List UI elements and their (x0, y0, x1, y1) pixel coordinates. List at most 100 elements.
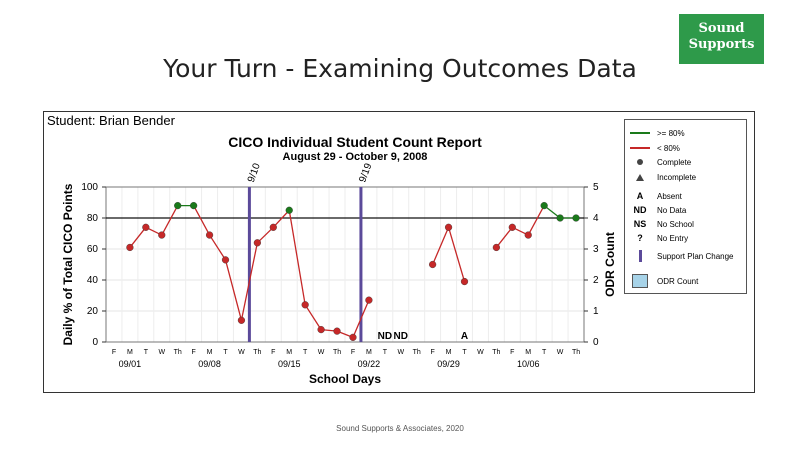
x-tick-day-label: W (477, 349, 484, 356)
data-point (126, 243, 134, 252)
data-point (540, 202, 548, 210)
circle-icon (629, 159, 651, 165)
data-point (492, 243, 500, 252)
legend: >= 80% < 80% Complete Incomplete A Absent ND No… (624, 119, 747, 294)
data-point (349, 333, 357, 341)
series-line-segment (432, 227, 450, 265)
x-tick-day-label: T (144, 349, 149, 356)
series-line-segment (495, 226, 513, 248)
legend-item: NS No School (629, 218, 694, 230)
data-point (429, 260, 437, 269)
legend-label: Incomplete (657, 172, 697, 182)
footer-credit: Sound Supports & Associates, 2020 (336, 424, 464, 433)
legend-label: No Data (657, 205, 687, 215)
plan-change-label: 9/10 (246, 162, 263, 184)
x-tick-date-label: 09/22 (358, 359, 381, 369)
x-tick-day-label: M (366, 349, 372, 356)
x-tick-day-label: T (542, 349, 547, 356)
odr-box-icon (629, 274, 651, 288)
x-tick-day-label: F (430, 349, 434, 356)
y-tick-label: 40 (87, 275, 99, 286)
legend-item: Support Plan Change (629, 250, 734, 262)
x-tick-day-label: F (191, 349, 195, 356)
day-status-annotation: ND (394, 331, 408, 342)
data-point (460, 277, 469, 286)
x-tick-date-label: 09/15 (278, 359, 301, 369)
data-point (174, 202, 182, 210)
data-point (253, 239, 261, 247)
legend-label: ODR Count (657, 276, 699, 286)
x-axis-title: School Days (309, 372, 381, 386)
y2-tick-label: 1 (593, 306, 599, 317)
x-tick-day-label: T (303, 349, 308, 356)
slide-title: Your Turn - Examining Outcomes Data (163, 54, 637, 83)
series-line-segment (240, 242, 259, 321)
legend-item: >= 80% (629, 127, 685, 139)
x-tick-day-label: Th (413, 349, 421, 356)
series-line-segment (272, 209, 290, 228)
x-tick-day-label: T (462, 349, 467, 356)
x-tick-day-label: W (557, 349, 564, 356)
y2-tick-label: 4 (593, 213, 599, 224)
x-tick-date-label: 10/06 (517, 359, 540, 369)
legend-label: No School (657, 219, 694, 229)
plan-change-label: 9/19 (357, 162, 374, 184)
x-tick-date-label: 09/29 (437, 359, 460, 369)
legend-item: Complete (629, 156, 691, 168)
legend-code: ? (637, 233, 643, 243)
x-tick-date-label: 09/08 (198, 359, 221, 369)
sound-supports-logo: Sound Supports (679, 14, 764, 64)
series-line-segment (209, 234, 227, 261)
legend-label: Complete (657, 157, 692, 167)
x-tick-day-label: M (207, 349, 213, 356)
legend-label: Support Plan Change (657, 251, 734, 261)
x-tick-day-label: W (158, 349, 165, 356)
data-point (333, 327, 341, 335)
legend-code: ND (633, 205, 647, 215)
x-tick-day-label: Th (253, 349, 261, 356)
x-tick-day-label: W (318, 349, 325, 356)
x-tick-day-label: T (223, 349, 228, 356)
legend-label: Absent (657, 191, 682, 201)
data-point (572, 214, 580, 222)
y2-axis-title: ODR Count (603, 232, 617, 297)
legend-item: < 80% (629, 142, 680, 154)
legend-label: >= 80% (657, 128, 685, 138)
student-label: Student: Brian Bender (47, 113, 175, 128)
series-line-segment (224, 259, 243, 321)
series-line-segment (288, 210, 306, 305)
data-point (205, 231, 214, 239)
plot-area-border (105, 186, 585, 343)
chart-subtitle: August 29 - October 9, 2008 (282, 151, 428, 163)
x-tick-day-label: M (127, 349, 133, 356)
series-line-segment (161, 205, 179, 236)
triangle-icon (629, 173, 651, 181)
series-line-segment (193, 205, 211, 236)
x-tick-day-label: W (397, 349, 404, 356)
x-tick-day-label: F (271, 349, 275, 356)
legend-code: A (636, 191, 644, 201)
day-status-annotation: ND (378, 331, 392, 342)
series-line-segment (527, 205, 545, 236)
x-tick-day-label: T (383, 349, 388, 356)
red-line-icon (629, 147, 651, 149)
x-tick-day-label: M (446, 349, 452, 356)
green-line-icon (629, 132, 651, 134)
y2-tick-label: 3 (593, 244, 599, 255)
y-axis-title: Daily % of Total CICO Points (61, 183, 75, 345)
y-tick-label: 0 (92, 337, 98, 348)
data-point (190, 202, 198, 210)
data-point (508, 223, 516, 231)
data-point (269, 223, 277, 231)
legend-item: Incomplete (629, 171, 696, 183)
x-tick-day-label: F (112, 349, 116, 356)
y2-tick-label: 0 (593, 337, 599, 348)
x-tick-day-label: Th (333, 349, 341, 356)
legend-label: < 80% (657, 143, 680, 153)
chart-title: CICO Individual Student Count Report (228, 134, 482, 150)
legend-item: ND No Data (629, 204, 687, 216)
x-tick-day-label: Th (174, 349, 182, 356)
x-tick-day-label: M (286, 349, 292, 356)
logo-line-2: Supports (688, 37, 755, 52)
logo-line-1: Sound (698, 21, 745, 36)
